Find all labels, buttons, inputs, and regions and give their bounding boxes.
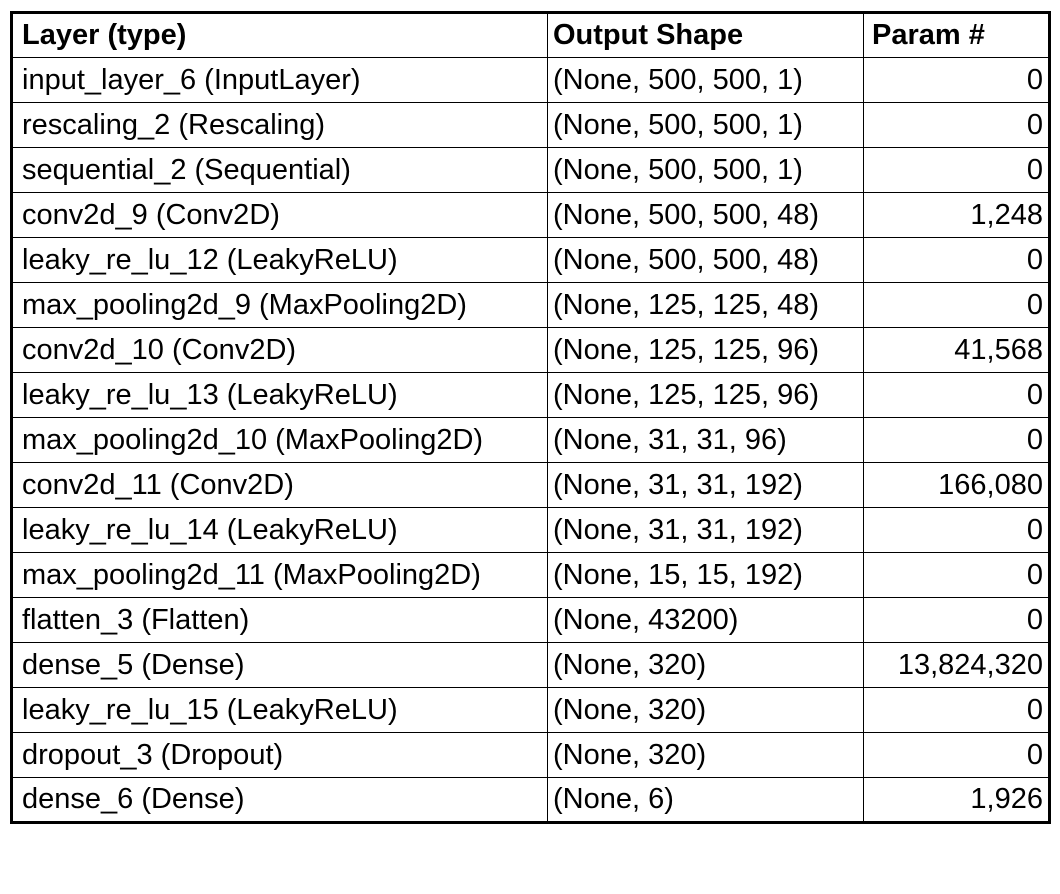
table-row: sequential_2 (Sequential) (None, 500, 500…	[11, 147, 1050, 193]
param-count-cell: 0	[863, 552, 1050, 598]
table-row: max_pooling2d_11 (MaxPooling2D) (None, 15…	[11, 552, 1050, 598]
param-count-cell: 166,080	[863, 462, 1050, 508]
output-shape-cell: (None, 31, 31, 192)	[547, 507, 864, 553]
param-count-cell: 0	[863, 417, 1050, 463]
output-shape-cell: (None, 31, 31, 192)	[547, 462, 864, 508]
table-row: input_layer_6 (InputLayer) (None, 500, 50…	[11, 57, 1050, 103]
param-count-cell: 0	[863, 687, 1050, 733]
output-shape-cell: (None, 15, 15, 192)	[547, 552, 864, 598]
layer-type-cell: conv2d_10 (Conv2D)	[11, 327, 548, 373]
table-row: max_pooling2d_10 (MaxPooling2D) (None, 31…	[11, 417, 1050, 463]
param-count-cell: 0	[863, 507, 1050, 553]
table-row: dense_6 (Dense) (None, 6) 1,926	[11, 777, 1050, 823]
layer-type-cell: dense_6 (Dense)	[11, 777, 548, 823]
output-shape-cell: (None, 125, 125, 48)	[547, 282, 864, 328]
param-count-cell: 0	[863, 147, 1050, 193]
table-row: leaky_re_lu_13 (LeakyReLU) (None, 125, 12…	[11, 372, 1050, 418]
header-row: Layer (type) Output Shape Param #	[11, 12, 1050, 58]
output-shape-cell: (None, 500, 500, 48)	[547, 237, 864, 283]
header-param-count: Param #	[863, 12, 1050, 58]
layer-type-cell: max_pooling2d_10 (MaxPooling2D)	[11, 417, 548, 463]
output-shape-cell: (None, 125, 125, 96)	[547, 327, 864, 373]
table-row: rescaling_2 (Rescaling) (None, 500, 500, …	[11, 102, 1050, 148]
model-summary-table: Layer (type) Output Shape Param # input_…	[10, 11, 1051, 824]
header-output-shape: Output Shape	[547, 12, 864, 58]
output-shape-cell: (None, 31, 31, 96)	[547, 417, 864, 463]
layer-type-cell: leaky_re_lu_15 (LeakyReLU)	[11, 687, 548, 733]
table-row: max_pooling2d_9 (MaxPooling2D) (None, 125…	[11, 282, 1050, 328]
model-summary-container: Layer (type) Output Shape Param # input_…	[10, 11, 1051, 824]
table-row: dropout_3 (Dropout) (None, 320) 0	[11, 732, 1050, 778]
param-count-cell: 0	[863, 102, 1050, 148]
layer-type-cell: leaky_re_lu_14 (LeakyReLU)	[11, 507, 548, 553]
layer-type-cell: conv2d_9 (Conv2D)	[11, 192, 548, 238]
param-count-cell: 13,824,320	[863, 642, 1050, 688]
table-row: conv2d_9 (Conv2D) (None, 500, 500, 48) 1,2…	[11, 192, 1050, 238]
layer-type-cell: sequential_2 (Sequential)	[11, 147, 548, 193]
output-shape-cell: (None, 500, 500, 1)	[547, 57, 864, 103]
table-row: dense_5 (Dense) (None, 320) 13,824,320	[11, 642, 1050, 688]
table-body: input_layer_6 (InputLayer) (None, 500, 50…	[11, 57, 1050, 823]
param-count-cell: 1,926	[863, 777, 1050, 823]
table-row: leaky_re_lu_12 (LeakyReLU) (None, 500, 50…	[11, 237, 1050, 283]
layer-type-cell: flatten_3 (Flatten)	[11, 597, 548, 643]
param-count-cell: 0	[863, 372, 1050, 418]
layer-type-cell: max_pooling2d_11 (MaxPooling2D)	[11, 552, 548, 598]
output-shape-cell: (None, 125, 125, 96)	[547, 372, 864, 418]
layer-type-cell: max_pooling2d_9 (MaxPooling2D)	[11, 282, 548, 328]
table-row: conv2d_10 (Conv2D) (None, 125, 125, 96) 41…	[11, 327, 1050, 373]
param-count-cell: 1,248	[863, 192, 1050, 238]
output-shape-cell: (None, 320)	[547, 687, 864, 733]
layer-type-cell: leaky_re_lu_13 (LeakyReLU)	[11, 372, 548, 418]
layer-type-cell: leaky_re_lu_12 (LeakyReLU)	[11, 237, 548, 283]
layer-type-cell: dense_5 (Dense)	[11, 642, 548, 688]
layer-type-cell: dropout_3 (Dropout)	[11, 732, 548, 778]
param-count-cell: 0	[863, 282, 1050, 328]
param-count-cell: 0	[863, 237, 1050, 283]
output-shape-cell: (None, 320)	[547, 732, 864, 778]
table-row: flatten_3 (Flatten) (None, 43200) 0	[11, 597, 1050, 643]
output-shape-cell: (None, 43200)	[547, 597, 864, 643]
layer-type-cell: input_layer_6 (InputLayer)	[11, 57, 548, 103]
output-shape-cell: (None, 6)	[547, 777, 864, 823]
table-row: leaky_re_lu_15 (LeakyReLU) (None, 320) 0	[11, 687, 1050, 733]
param-count-cell: 0	[863, 57, 1050, 103]
layer-type-cell: rescaling_2 (Rescaling)	[11, 102, 548, 148]
output-shape-cell: (None, 500, 500, 1)	[547, 102, 864, 148]
param-count-cell: 0	[863, 597, 1050, 643]
table-row: conv2d_11 (Conv2D) (None, 31, 31, 192) 166…	[11, 462, 1050, 508]
output-shape-cell: (None, 500, 500, 1)	[547, 147, 864, 193]
table-header: Layer (type) Output Shape Param #	[11, 12, 1050, 58]
output-shape-cell: (None, 500, 500, 48)	[547, 192, 864, 238]
param-count-cell: 41,568	[863, 327, 1050, 373]
table-row: leaky_re_lu_14 (LeakyReLU) (None, 31, 31,…	[11, 507, 1050, 553]
layer-type-cell: conv2d_11 (Conv2D)	[11, 462, 548, 508]
header-layer-type: Layer (type)	[11, 12, 548, 58]
param-count-cell: 0	[863, 732, 1050, 778]
output-shape-cell: (None, 320)	[547, 642, 864, 688]
